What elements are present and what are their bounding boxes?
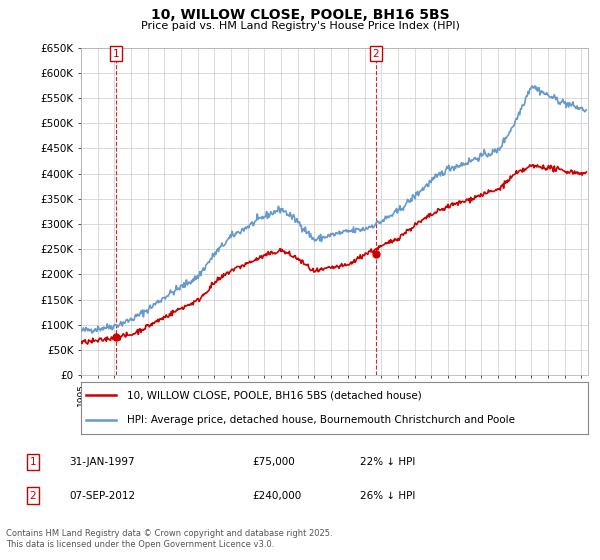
Text: 2: 2 (373, 49, 379, 59)
Text: 1: 1 (29, 457, 37, 467)
Text: HPI: Average price, detached house, Bournemouth Christchurch and Poole: HPI: Average price, detached house, Bour… (127, 416, 515, 426)
Text: 10, WILLOW CLOSE, POOLE, BH16 5BS: 10, WILLOW CLOSE, POOLE, BH16 5BS (151, 8, 449, 22)
Text: 26% ↓ HPI: 26% ↓ HPI (360, 491, 415, 501)
Text: 2: 2 (29, 491, 37, 501)
Text: 07-SEP-2012: 07-SEP-2012 (69, 491, 135, 501)
Text: 1: 1 (112, 49, 119, 59)
Text: 22% ↓ HPI: 22% ↓ HPI (360, 457, 415, 467)
Text: 31-JAN-1997: 31-JAN-1997 (69, 457, 134, 467)
Text: Price paid vs. HM Land Registry's House Price Index (HPI): Price paid vs. HM Land Registry's House … (140, 21, 460, 31)
Text: 10, WILLOW CLOSE, POOLE, BH16 5BS (detached house): 10, WILLOW CLOSE, POOLE, BH16 5BS (detac… (127, 390, 421, 400)
Text: Contains HM Land Registry data © Crown copyright and database right 2025.
This d: Contains HM Land Registry data © Crown c… (6, 529, 332, 549)
Text: £240,000: £240,000 (252, 491, 301, 501)
Text: £75,000: £75,000 (252, 457, 295, 467)
